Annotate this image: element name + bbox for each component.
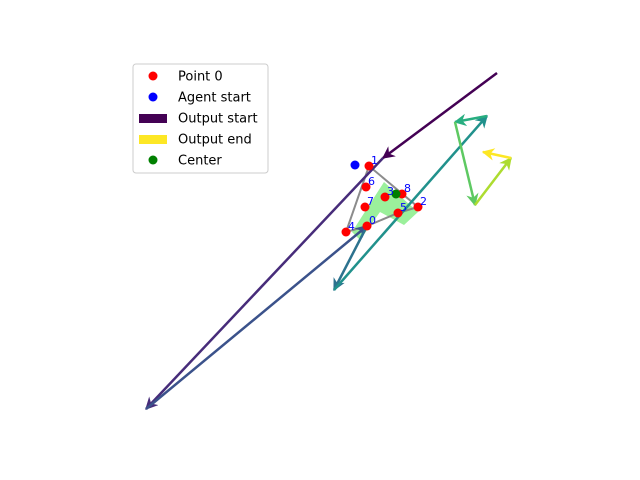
point-markers (341, 160, 423, 237)
point-label-2: 2 (420, 195, 427, 208)
point-marker-4 (341, 227, 351, 237)
point-marker-1 (364, 161, 374, 171)
point-marker-0 (362, 221, 372, 231)
point-label-7: 7 (367, 195, 374, 208)
point-marker-6 (361, 182, 371, 192)
path-segment-6 (453, 121, 479, 207)
legend-label: Output end (178, 133, 252, 148)
legend-label: Center (178, 154, 222, 169)
legend-swatch (148, 155, 158, 165)
path-segment-5 (453, 113, 488, 127)
path-segment-8 (481, 148, 512, 161)
point-marker-2 (413, 202, 423, 212)
point-marker-5 (393, 208, 403, 218)
path-segment-7 (474, 157, 512, 206)
legend-label: Output start (178, 112, 258, 127)
polygon-outline (344, 165, 421, 234)
point-label-3: 3 (387, 185, 394, 198)
legend-item: Agent start (148, 91, 251, 106)
path-segment-1 (145, 157, 384, 410)
agent-start-marker (350, 160, 360, 170)
legend-swatch (148, 92, 158, 102)
path-segment-2 (145, 225, 368, 410)
legend-item: Center (148, 154, 222, 169)
legend-label: Point 0 (178, 70, 223, 85)
point-label-0: 0 (369, 214, 376, 227)
legend-swatch (139, 114, 167, 123)
point-label-5: 5 (400, 201, 407, 214)
legend-item: Output start (139, 112, 258, 127)
legend-label: Agent start (178, 91, 251, 106)
legend-swatch (148, 71, 158, 81)
legend-item: Output end (139, 133, 252, 148)
point-label-4: 4 (348, 220, 355, 233)
point-labels: 0 1 2 3 4 5 6 7 8 (348, 154, 427, 233)
center-marker (391, 189, 401, 199)
point-label-1: 1 (371, 154, 378, 167)
path-segment-0 (381, 71, 498, 160)
path-segment-3 (332, 225, 369, 292)
legend: Point 0 Agent start Output start Output end… (132, 63, 269, 174)
legend-item: Point 0 (148, 70, 223, 85)
point-label-8: 8 (404, 182, 411, 195)
point-marker-3 (380, 192, 390, 202)
point-label-6: 6 (368, 175, 375, 188)
output-path (145, 71, 512, 410)
outline-line (344, 165, 421, 234)
legend-frame (132, 63, 269, 174)
legend-swatch (139, 135, 167, 144)
point-marker-7 (360, 202, 370, 212)
